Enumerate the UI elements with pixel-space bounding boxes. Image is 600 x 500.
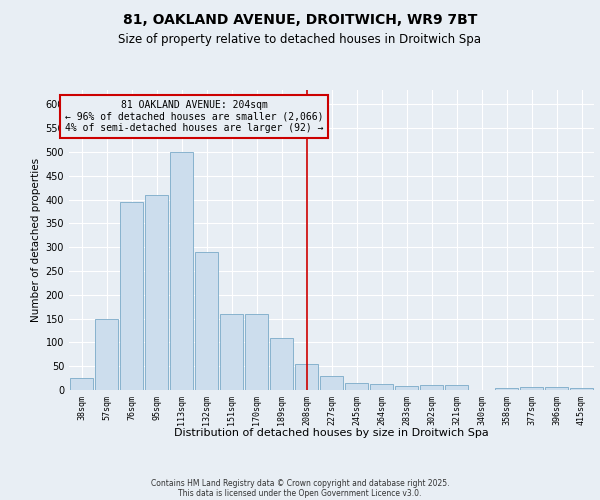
- Text: 81 OAKLAND AVENUE: 204sqm
← 96% of detached houses are smaller (2,066)
4% of sem: 81 OAKLAND AVENUE: 204sqm ← 96% of detac…: [65, 100, 323, 132]
- Bar: [270, 338, 293, 390]
- Bar: [345, 383, 368, 390]
- Y-axis label: Number of detached properties: Number of detached properties: [31, 158, 41, 322]
- Bar: [145, 195, 168, 390]
- Bar: [170, 152, 193, 390]
- X-axis label: Distribution of detached houses by size in Droitwich Spa: Distribution of detached houses by size …: [174, 428, 489, 438]
- Bar: [495, 388, 518, 390]
- Text: 81, OAKLAND AVENUE, DROITWICH, WR9 7BT: 81, OAKLAND AVENUE, DROITWICH, WR9 7BT: [123, 12, 477, 26]
- Bar: [370, 384, 393, 390]
- Bar: [220, 314, 243, 390]
- Text: Contains HM Land Registry data © Crown copyright and database right 2025.: Contains HM Land Registry data © Crown c…: [151, 478, 449, 488]
- Bar: [520, 387, 543, 390]
- Bar: [245, 314, 268, 390]
- Bar: [445, 385, 468, 390]
- Bar: [395, 386, 418, 390]
- Bar: [70, 378, 93, 390]
- Bar: [295, 364, 318, 390]
- Bar: [545, 387, 568, 390]
- Bar: [95, 318, 118, 390]
- Bar: [570, 388, 593, 390]
- Bar: [420, 385, 443, 390]
- Text: This data is licensed under the Open Government Licence v3.0.: This data is licensed under the Open Gov…: [178, 488, 422, 498]
- Bar: [120, 202, 143, 390]
- Bar: [320, 376, 343, 390]
- Text: Size of property relative to detached houses in Droitwich Spa: Size of property relative to detached ho…: [119, 32, 482, 46]
- Bar: [195, 252, 218, 390]
